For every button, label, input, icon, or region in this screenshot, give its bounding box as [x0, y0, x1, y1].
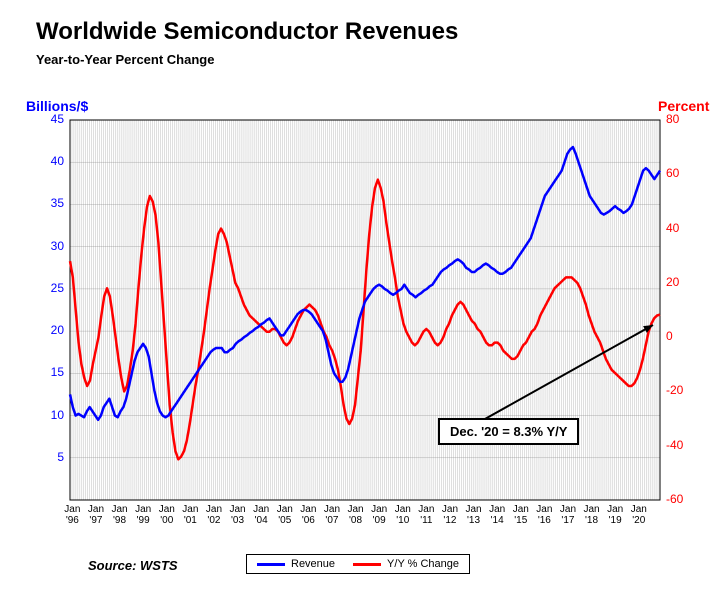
right-tick: 60 — [666, 166, 679, 180]
right-tick: 0 — [666, 329, 673, 343]
legend-item-revenue: Revenue — [257, 558, 335, 570]
x-tick: Jan'00 — [155, 504, 179, 526]
right-tick: -20 — [666, 383, 683, 397]
x-tick: Jan'01 — [178, 504, 202, 526]
right-tick: 40 — [666, 221, 679, 235]
x-tick: Jan'12 — [438, 504, 462, 526]
x-tick: Jan'03 — [226, 504, 250, 526]
left-tick: 15 — [51, 365, 64, 379]
right-tick: 80 — [666, 112, 679, 126]
x-tick: Jan'05 — [273, 504, 297, 526]
x-tick: Jan'04 — [249, 504, 273, 526]
left-tick: 35 — [51, 196, 64, 210]
x-tick: Jan'98 — [108, 504, 132, 526]
left-tick: 25 — [51, 281, 64, 295]
left-tick: 5 — [57, 450, 64, 464]
x-tick: Jan'10 — [391, 504, 415, 526]
legend-label-yoy: Y/Y % Change — [387, 558, 459, 570]
legend-label-revenue: Revenue — [291, 558, 335, 570]
x-tick: Jan'11 — [414, 504, 438, 526]
legend-swatch-revenue — [257, 563, 285, 566]
right-tick: -40 — [666, 438, 683, 452]
left-tick: 45 — [51, 112, 64, 126]
x-tick: Jan'07 — [320, 504, 344, 526]
right-tick: 20 — [666, 275, 679, 289]
source-label: Source: WSTS — [88, 558, 178, 573]
x-tick: Jan'17 — [556, 504, 580, 526]
left-tick: 40 — [51, 154, 64, 168]
x-tick: Jan'99 — [131, 504, 155, 526]
x-tick: Jan'14 — [485, 504, 509, 526]
x-tick: Jan'20 — [627, 504, 651, 526]
x-tick: Jan'18 — [580, 504, 604, 526]
x-tick: Jan'08 — [344, 504, 368, 526]
x-tick: Jan'96 — [60, 504, 84, 526]
x-tick: Jan'19 — [603, 504, 627, 526]
legend-item-yoy: Y/Y % Change — [353, 558, 459, 570]
x-tick: Jan'16 — [532, 504, 556, 526]
x-tick: Jan'13 — [462, 504, 486, 526]
chart-container: { "layout": { "width": 724, "height": 60… — [0, 0, 724, 600]
x-tick: Jan'15 — [509, 504, 533, 526]
right-tick: -60 — [666, 492, 683, 506]
left-tick: 10 — [51, 408, 64, 422]
left-tick: 30 — [51, 239, 64, 253]
x-tick: Jan'09 — [367, 504, 391, 526]
x-tick: Jan'06 — [296, 504, 320, 526]
x-tick: Jan'02 — [202, 504, 226, 526]
callout-box: Dec. '20 = 8.3% Y/Y — [438, 418, 579, 445]
x-tick: Jan'97 — [84, 504, 108, 526]
left-tick: 20 — [51, 323, 64, 337]
legend-swatch-yoy — [353, 563, 381, 566]
legend: Revenue Y/Y % Change — [246, 554, 470, 574]
